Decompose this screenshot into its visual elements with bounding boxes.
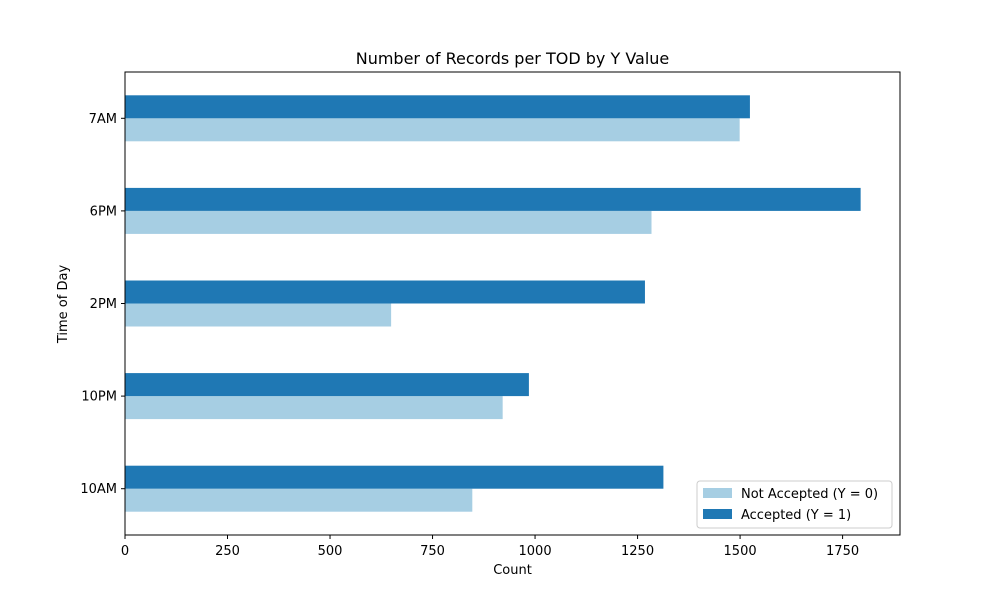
bar-accepted-10am (125, 465, 664, 489)
x-tick-label-750: 750 (420, 544, 445, 559)
legend-label-not-accepted: Not Accepted (Y = 0) (741, 487, 878, 502)
legend-label-accepted: Accepted (Y = 1) (741, 508, 851, 523)
bar-not-accepted-2pm (125, 303, 392, 327)
bar-not-accepted-7am (125, 118, 740, 142)
legend-swatch-not-accepted (703, 488, 732, 498)
bar-accepted-6pm (125, 187, 861, 211)
y-tick-label-6pm: 6PM (90, 204, 117, 219)
y-tick-label-2pm: 2PM (90, 297, 117, 312)
y-axis-label: Time of Day (56, 265, 71, 345)
bar-not-accepted-10pm (125, 396, 503, 420)
x-tick-label-250: 250 (215, 544, 240, 559)
x-tick-label-1250: 1250 (621, 544, 654, 559)
x-axis-label: Count (493, 563, 532, 578)
x-tick-label-500: 500 (318, 544, 343, 559)
plot-frame (124, 71, 901, 536)
bar-not-accepted-10am (125, 488, 473, 512)
y-tick-label-10am: 10AM (80, 482, 117, 497)
x-tick-label-1750: 1750 (826, 544, 859, 559)
chart-title: Number of Records per TOD by Y Value (356, 49, 670, 68)
bar-not-accepted-6pm (125, 210, 652, 234)
x-tick-label-0: 0 (121, 544, 129, 559)
bars-layer (125, 95, 861, 512)
legend-swatch-accepted (703, 509, 732, 519)
x-tick-label-1000: 1000 (519, 544, 552, 559)
bar-accepted-10pm (125, 373, 529, 397)
x-tick-label-1500: 1500 (724, 544, 757, 559)
bar-accepted-7am (125, 95, 750, 119)
bar-accepted-2pm (125, 280, 645, 304)
y-tick-label-10pm: 10PM (81, 390, 117, 405)
axes-layer: 10AM 10PM 2PM 6PM 7AM 0 250 500 750 1000 1250 1500 1… (80, 71, 901, 559)
legend: Not Accepted (Y = 0) Accepted (Y = 1) (696, 480, 893, 529)
legend-box (696, 480, 893, 529)
y-tick-label-7am: 7AM (89, 112, 117, 127)
